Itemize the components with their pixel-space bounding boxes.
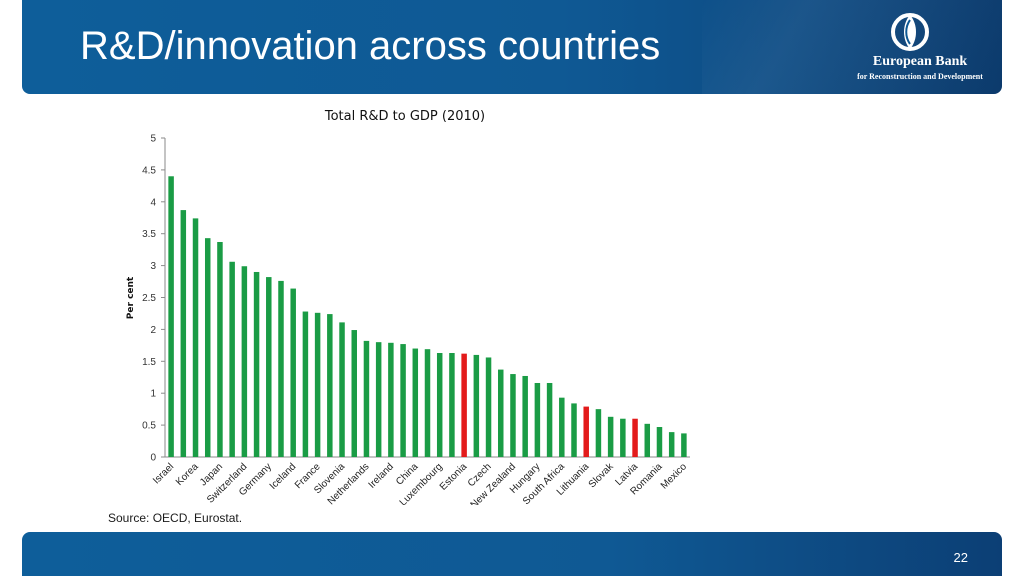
- ebrd-logo: European Bank for Reconstruction and Dev…: [830, 12, 1002, 88]
- logo-name: European Bank: [872, 54, 968, 69]
- ebrd-logo-icon: [891, 13, 929, 51]
- y-tick-label: 2.5: [142, 293, 156, 304]
- x-tick-label: Israel: [151, 461, 176, 486]
- bar: [632, 418, 638, 457]
- y-tick-label: 4.5: [142, 165, 156, 176]
- bar: [253, 271, 260, 457]
- y-axis: 0 0.5 1 1.5 2 2.5 3 3.5 4 4.5 5: [142, 134, 690, 464]
- bar: [278, 280, 284, 457]
- y-tick-label: 0: [150, 453, 156, 464]
- bar: [546, 382, 553, 457]
- bar: [388, 342, 394, 457]
- y-tick-label: 1: [150, 389, 156, 400]
- x-tick-label: Slovak: [587, 461, 617, 491]
- bar: [595, 409, 602, 457]
- bar: [314, 312, 321, 457]
- bar: [351, 330, 357, 457]
- slide-title: R&D/innovation across countries: [80, 24, 661, 68]
- rd-gdp-bar-chart: Total R&D to GDP (2010) Per cent 0 0.5 1 1.…: [126, 109, 690, 505]
- slide-footer: 22: [22, 532, 1002, 576]
- bar: [668, 432, 675, 457]
- bar: [620, 418, 626, 457]
- bar: [375, 342, 382, 457]
- bar: [204, 238, 211, 457]
- bar: [400, 344, 406, 457]
- x-tick-label: Ireland: [367, 461, 396, 490]
- y-tick-label: 2: [150, 325, 156, 336]
- logo-subtitle: for Reconstruction and Development: [857, 72, 983, 81]
- bar: [217, 241, 223, 457]
- bar: [339, 322, 345, 457]
- bar: [266, 277, 272, 457]
- bar: [485, 357, 492, 457]
- y-tick-label: 3.5: [142, 229, 156, 240]
- bars: [168, 176, 687, 457]
- y-tick-label: 1.5: [142, 357, 156, 368]
- bar: [436, 353, 443, 457]
- bar: [229, 261, 235, 457]
- y-axis-label: Per cent: [126, 276, 136, 319]
- bar: [241, 266, 248, 457]
- x-axis-labels: IsraelKoreaJapanSwitzerlandGermanyIcelan…: [151, 461, 689, 505]
- bar: [461, 353, 467, 457]
- bar: [534, 382, 541, 457]
- bar: [510, 374, 516, 457]
- y-tick-label: 5: [150, 134, 156, 145]
- bar: [449, 353, 455, 457]
- x-tick-label: Mexico: [659, 461, 689, 491]
- x-tick-label: Korea: [174, 461, 201, 488]
- bar: [412, 348, 419, 457]
- bar: [290, 288, 296, 457]
- bar: [498, 369, 504, 457]
- bar: [302, 311, 309, 457]
- source-note: Source: OECD, Eurostat.: [108, 511, 243, 525]
- chart-title: Total R&D to GDP (2010): [324, 109, 485, 124]
- y-tick-label: 3: [150, 261, 156, 272]
- bar: [168, 176, 174, 457]
- bar: [656, 427, 663, 457]
- x-tick-label: Estonia: [438, 461, 470, 493]
- header-sheen: [702, 0, 1002, 94]
- x-tick-label: Iceland: [268, 461, 299, 492]
- bar: [473, 354, 480, 457]
- bar: [522, 375, 528, 457]
- bar: [644, 423, 651, 457]
- bar: [327, 314, 333, 457]
- bar: [607, 416, 614, 457]
- bar: [583, 406, 589, 457]
- y-tick-label: 0.5: [142, 421, 156, 432]
- bar: [363, 340, 370, 457]
- bar: [681, 433, 687, 457]
- slide-header: R&D/innovation across countries European…: [22, 0, 1002, 94]
- bar: [424, 349, 431, 457]
- bar: [559, 397, 565, 457]
- bar: [192, 218, 199, 457]
- bar: [571, 403, 577, 457]
- page-number: 22: [953, 550, 968, 565]
- y-tick-label: 4: [150, 197, 156, 208]
- bar: [180, 210, 187, 457]
